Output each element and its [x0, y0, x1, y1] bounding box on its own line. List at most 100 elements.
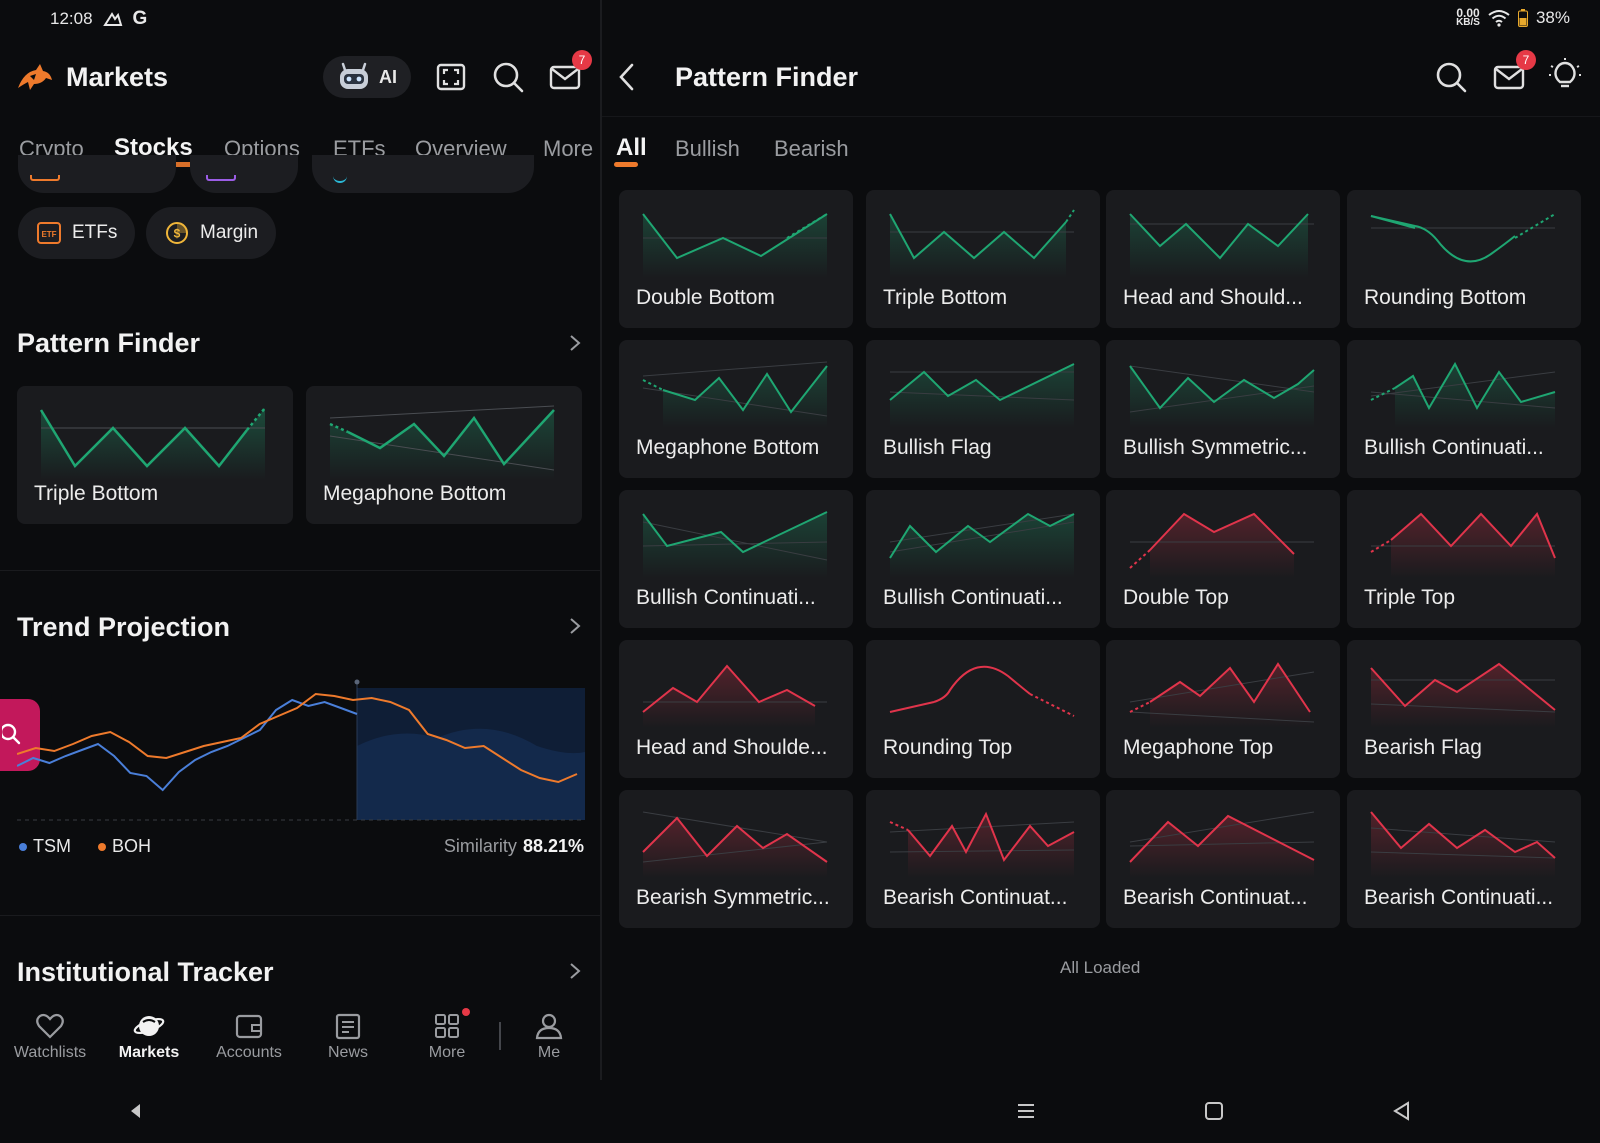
tab-more[interactable]: More: [543, 136, 593, 161]
system-back-triangle-icon[interactable]: [1392, 1101, 1412, 1121]
chip-partial[interactable]: [312, 155, 534, 193]
lightbulb-icon[interactable]: [1548, 58, 1582, 92]
pattern-card[interactable]: Bullish Continuati...: [866, 490, 1100, 628]
pattern-card[interactable]: Triple Bottom: [866, 190, 1100, 328]
pattern-finder-page-title: Pattern Finder: [675, 62, 859, 92]
pattern-card[interactable]: Bearish Continuat...: [866, 790, 1100, 928]
floating-search-tab[interactable]: [0, 685, 52, 785]
pattern-chart-icon: [1370, 213, 1556, 263]
pattern-finder-title: Pattern Finder: [17, 328, 201, 358]
partial-chip-icon: [333, 175, 347, 183]
pattern-card[interactable]: Bearish Symmetric...: [619, 790, 853, 928]
mail-icon[interactable]: [548, 60, 582, 94]
news-icon: [335, 1013, 361, 1040]
fullscreen-icon[interactable]: [434, 60, 468, 94]
legend-dot: [19, 842, 27, 851]
pattern-card[interactable]: Triple Top: [1347, 490, 1581, 628]
partial-chip-icon: [206, 175, 236, 181]
legend-tsm: TSM: [19, 836, 71, 857]
system-home-icon[interactable]: [1204, 1101, 1224, 1121]
pattern-card[interactable]: Double Bottom: [619, 190, 853, 328]
chevron-right-icon[interactable]: [567, 961, 583, 981]
ai-assistant-button[interactable]: AI: [323, 56, 411, 98]
pattern-card[interactable]: Rounding Top: [866, 640, 1100, 778]
section-divider: [0, 570, 600, 571]
trend-projection-chart[interactable]: [17, 676, 585, 826]
chip-etfs-label: ETFs: [72, 222, 118, 243]
pattern-card-label: Bullish Continuati...: [636, 586, 816, 609]
pattern-card[interactable]: Megaphone Bottom: [619, 340, 853, 478]
pattern-card[interactable]: Bullish Symmetric...: [1106, 340, 1340, 478]
system-recents-icon[interactable]: [1016, 1102, 1036, 1120]
status-bar-left: 12:08 G: [50, 8, 147, 30]
pattern-chart-icon: [1370, 361, 1556, 428]
chip-margin[interactable]: $ Margin: [146, 207, 277, 259]
nav-label: Me: [537, 1044, 561, 1061]
pattern-card-label: Triple Top: [1364, 586, 1456, 609]
pattern-card-label: Rounding Top: [883, 736, 1013, 759]
pattern-card[interactable]: Double Top: [1106, 490, 1340, 628]
pattern-card[interactable]: Bearish Continuat...: [1106, 790, 1340, 928]
nav-markets[interactable]: Markets: [104, 1012, 194, 1062]
grid-icon: [435, 1014, 459, 1038]
pattern-card[interactable]: Bearish Continuati...: [1347, 790, 1581, 928]
pattern-chart-icon: [1129, 512, 1314, 578]
tab-all[interactable]: All: [616, 134, 647, 161]
mail-icon[interactable]: [1492, 60, 1526, 94]
pattern-chart-icon: [889, 811, 1075, 878]
pane-divider: [600, 0, 602, 1080]
app-title: Markets: [66, 62, 169, 92]
tab-bearish[interactable]: Bearish: [774, 136, 849, 161]
similarity-label: Similarity: [443, 836, 517, 856]
nav-more[interactable]: More: [402, 1012, 492, 1062]
trend-series-boh: [17, 692, 578, 784]
nav-me[interactable]: Me: [504, 1012, 594, 1062]
pattern-card[interactable]: Rounding Bottom: [1347, 190, 1581, 328]
nav-accounts[interactable]: Accounts: [204, 1012, 294, 1062]
pattern-card-label: Bearish Continuati...: [1364, 886, 1554, 909]
pattern-card-label: Megaphone Bottom: [636, 436, 820, 459]
pattern-card-megaphone-bottom[interactable]: Megaphone Bottom: [306, 386, 582, 524]
pattern-chart-icon: [1370, 811, 1556, 878]
google-icon: G: [132, 8, 148, 29]
pattern-chart-icon: [889, 665, 1075, 717]
chevron-right-icon[interactable]: [567, 616, 583, 636]
trend-series-tsm: [17, 698, 358, 792]
nav-label: Accounts: [216, 1044, 282, 1061]
chevron-right-icon[interactable]: [567, 333, 583, 353]
trend-series-group: [17, 692, 578, 792]
network-speed: 0.00 KB/S: [1456, 6, 1480, 28]
institutional-tracker-title: Institutional Tracker: [17, 957, 274, 987]
pattern-card-label: Megaphone Top: [1123, 736, 1274, 759]
chip-etfs[interactable]: ETF ETFs: [18, 207, 136, 259]
pattern-card[interactable]: Bullish Continuati...: [1347, 340, 1581, 478]
nav-news[interactable]: News: [303, 1012, 393, 1062]
search-icon[interactable]: [491, 60, 525, 94]
nav-watchlists[interactable]: Watchlists: [5, 1012, 95, 1062]
pattern-card[interactable]: Head and Shoulde...: [619, 640, 853, 778]
chip-margin-label: Margin: [200, 222, 259, 243]
pattern-card-label: Triple Bottom: [883, 286, 1008, 309]
pattern-card[interactable]: Head and Should...: [1106, 190, 1340, 328]
system-back-icon[interactable]: [128, 1102, 144, 1120]
pattern-chart-icon: [1129, 213, 1314, 278]
pattern-card[interactable]: Bullish Continuati...: [619, 490, 853, 628]
trend-projection-title: Trend Projection: [17, 612, 231, 642]
search-icon[interactable]: [1434, 60, 1468, 94]
tab-bullish[interactable]: Bullish: [675, 136, 740, 161]
pattern-card[interactable]: Megaphone Top: [1106, 640, 1340, 778]
pattern-chart-icon: [642, 213, 828, 278]
pattern-card-label: Megaphone Bottom: [323, 482, 507, 505]
pattern-chart-icon: [889, 363, 1075, 428]
chip-partial[interactable]: [18, 155, 176, 193]
pattern-card[interactable]: Bearish Flag: [1347, 640, 1581, 778]
nav-separator: [499, 1022, 501, 1050]
back-arrow-icon[interactable]: [616, 62, 638, 92]
pattern-card-triple-bottom[interactable]: Triple Bottom: [17, 386, 293, 524]
svg-text:$: $: [174, 227, 181, 241]
pattern-card-label: Double Top: [1123, 586, 1229, 609]
pattern-card[interactable]: Bullish Flag: [866, 340, 1100, 478]
mail-badge: 7: [572, 50, 592, 70]
pattern-card-label: Head and Should...: [1123, 286, 1303, 309]
chip-partial[interactable]: [190, 155, 298, 193]
